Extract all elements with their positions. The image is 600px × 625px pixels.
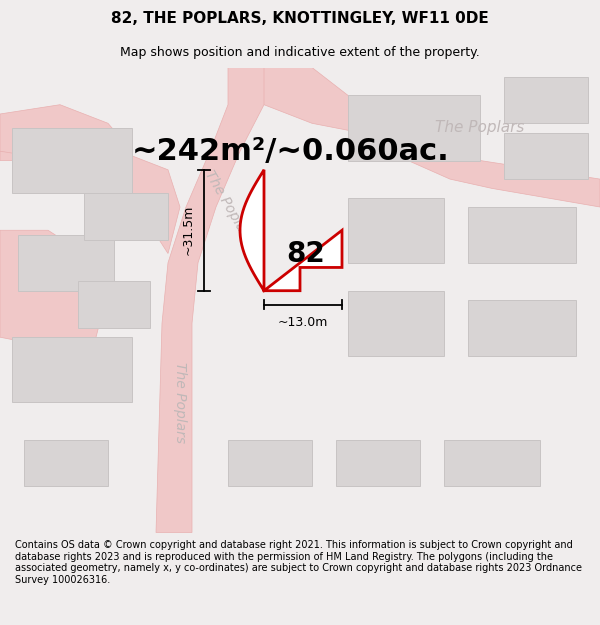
Polygon shape bbox=[240, 170, 342, 291]
Text: The Poplars: The Poplars bbox=[436, 121, 524, 136]
Bar bbox=[78, 281, 150, 328]
Bar bbox=[444, 439, 540, 486]
Bar bbox=[24, 439, 108, 486]
Polygon shape bbox=[156, 68, 264, 532]
Polygon shape bbox=[0, 151, 180, 254]
Bar bbox=[228, 439, 312, 486]
Bar bbox=[468, 300, 576, 356]
Text: The Poplars: The Poplars bbox=[173, 362, 187, 443]
Polygon shape bbox=[228, 68, 600, 207]
Text: 82, THE POPLARS, KNOTTINGLEY, WF11 0DE: 82, THE POPLARS, KNOTTINGLEY, WF11 0DE bbox=[111, 11, 489, 26]
Bar bbox=[12, 128, 132, 193]
Bar bbox=[348, 291, 444, 356]
Bar bbox=[468, 207, 576, 262]
Bar bbox=[12, 338, 132, 402]
Bar bbox=[336, 439, 420, 486]
Polygon shape bbox=[0, 105, 132, 179]
Text: ~31.5m: ~31.5m bbox=[182, 205, 195, 256]
Text: ~242m²/~0.060ac.: ~242m²/~0.060ac. bbox=[132, 137, 450, 166]
Text: ~13.0m: ~13.0m bbox=[278, 316, 328, 329]
Text: The Poplars: The Poplars bbox=[202, 168, 254, 246]
Bar bbox=[18, 235, 114, 291]
Bar bbox=[504, 132, 588, 179]
Bar bbox=[84, 193, 168, 239]
Bar bbox=[504, 77, 588, 123]
Text: Map shows position and indicative extent of the property.: Map shows position and indicative extent… bbox=[120, 46, 480, 59]
Text: Contains OS data © Crown copyright and database right 2021. This information is : Contains OS data © Crown copyright and d… bbox=[15, 540, 582, 585]
Polygon shape bbox=[0, 230, 108, 346]
Bar bbox=[348, 96, 480, 161]
Text: 82: 82 bbox=[287, 239, 325, 268]
Bar bbox=[348, 198, 444, 262]
